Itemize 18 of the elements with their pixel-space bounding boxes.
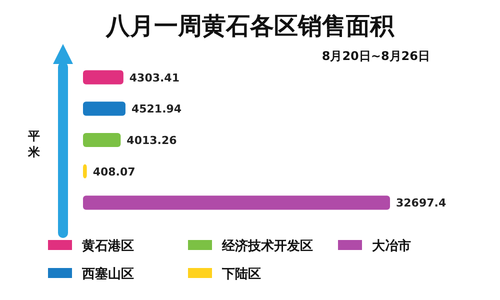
bar bbox=[83, 70, 124, 84]
bar bbox=[83, 196, 390, 210]
data-label: 4521.94 bbox=[131, 102, 182, 116]
bar bbox=[83, 132, 121, 148]
text: 西塞山区 bbox=[81, 266, 134, 282]
data-label: 32697.4 bbox=[396, 196, 446, 210]
text: 大冶市 bbox=[372, 238, 411, 254]
chart-title: 八月一周黄石各区销售面积 bbox=[105, 12, 395, 40]
data-label: 4013.26 bbox=[126, 134, 178, 147]
data-label: 408.07 bbox=[92, 165, 136, 178]
bar bbox=[83, 102, 126, 116]
text: 平米 bbox=[27, 129, 41, 159]
text: 黄石港区 bbox=[81, 239, 134, 254]
text: 下陆区 bbox=[221, 267, 261, 282]
bar bbox=[83, 164, 87, 178]
data-label: 4303.41 bbox=[129, 71, 180, 84]
text: 经济技术开发区 bbox=[221, 238, 313, 254]
chart-subtitle: 8月20日~8月26日 bbox=[322, 49, 430, 63]
